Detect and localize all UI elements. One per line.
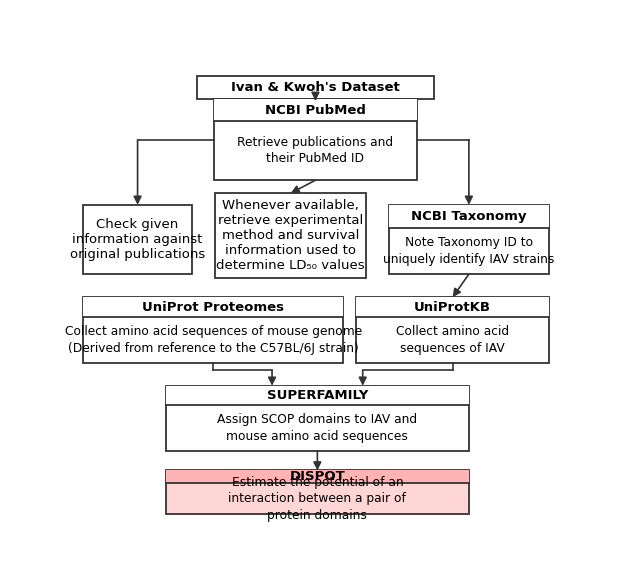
Text: Ivan & Kwoh's Dataset: Ivan & Kwoh's Dataset	[231, 81, 400, 94]
Text: NCBI Taxonomy: NCBI Taxonomy	[411, 210, 527, 223]
Bar	[83, 297, 343, 363]
Text: Assign SCOP domains to IAV and
mouse amino acid sequences: Assign SCOP domains to IAV and mouse ami…	[217, 413, 418, 443]
Text: Whenever available,
retrieve experimental
method and survival
information used t: Whenever available, retrieve experimenta…	[217, 199, 365, 272]
Bar	[389, 205, 549, 228]
Bar	[356, 297, 549, 317]
Bar	[83, 205, 192, 274]
Bar	[166, 471, 468, 483]
Text: Collect amino acid sequences of mouse genome
(Derived from reference to the C57B: Collect amino acid sequences of mouse ge…	[65, 325, 362, 354]
Bar	[83, 297, 343, 317]
Bar	[166, 471, 468, 515]
Text: UniProt Proteomes: UniProt Proteomes	[142, 301, 284, 314]
Bar	[356, 297, 549, 363]
Text: Check given
information against
original publications: Check given information against original…	[70, 218, 205, 261]
Text: SUPERFAMILY: SUPERFAMILY	[267, 389, 368, 402]
Text: UniProtKB: UniProtKB	[414, 301, 491, 314]
Bar	[213, 99, 417, 121]
Text: Estimate the potential of an
interaction between a pair of
protein domains: Estimate the potential of an interaction…	[228, 475, 407, 522]
Bar	[166, 386, 468, 405]
Text: Note Taxonomy ID to
uniquely identify IAV strains: Note Taxonomy ID to uniquely identify IA…	[383, 236, 555, 266]
Text: NCBI PubMed: NCBI PubMed	[265, 104, 366, 117]
Text: DISPOT: DISPOT	[289, 470, 346, 483]
Bar	[213, 99, 417, 180]
Bar	[197, 77, 434, 99]
Text: Retrieve publications and
their PubMed ID: Retrieve publications and their PubMed I…	[238, 136, 394, 165]
Bar	[166, 386, 468, 451]
Bar	[215, 193, 366, 278]
Bar	[389, 205, 549, 274]
Text: Collect amino acid
sequences of IAV: Collect amino acid sequences of IAV	[396, 325, 509, 354]
